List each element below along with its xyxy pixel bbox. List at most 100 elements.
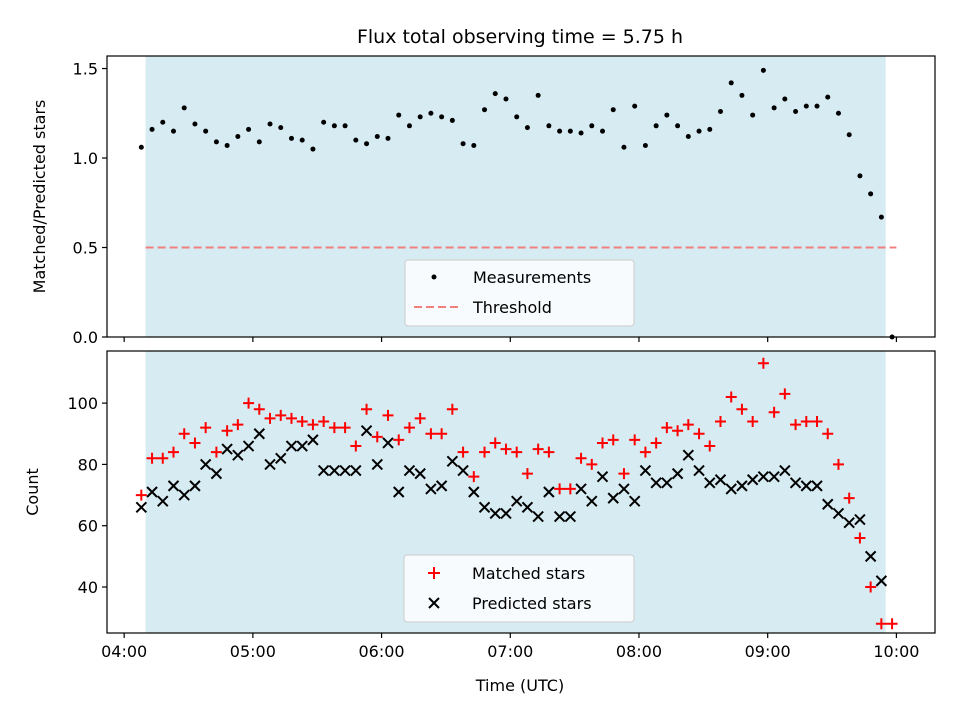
measurement-point — [696, 128, 702, 134]
predicted-star-point — [285, 440, 298, 452]
x-tick-label: 08:00 — [616, 642, 662, 661]
top-axes-frame — [106, 55, 936, 338]
matched-star-point — [747, 416, 759, 427]
measurement-point — [664, 112, 670, 118]
predicted-star-point — [693, 464, 705, 477]
top-y-axis-label: Matched/Predicted stars — [30, 100, 49, 294]
measurement-point — [385, 135, 391, 141]
predicted-star-point — [167, 480, 180, 492]
measurement-point — [642, 142, 648, 148]
measurement-point — [138, 144, 144, 150]
predicted-star-point — [575, 483, 587, 495]
matched-star-point — [403, 422, 415, 434]
matched-star-point — [682, 419, 694, 431]
predicted-star-point — [779, 464, 791, 477]
measurement-point — [374, 134, 380, 140]
predicted-star-point — [521, 501, 534, 514]
matched-star-point — [167, 446, 179, 458]
predicted-star-point — [746, 474, 759, 486]
predicted-star-point — [553, 510, 566, 523]
predicted-star-point — [628, 495, 641, 507]
measurement-point — [406, 123, 412, 129]
matched-star-point — [554, 483, 566, 495]
matched-star-point — [543, 446, 555, 458]
matched-star-point — [672, 425, 684, 437]
matched-star-point — [328, 422, 340, 434]
measurement-point — [439, 114, 445, 120]
measurement-point — [267, 121, 273, 127]
predicted-star-point — [543, 486, 555, 498]
matched-star-point — [275, 409, 287, 421]
matched-star-point — [221, 425, 233, 437]
x-tick-label: 04:00 — [101, 642, 147, 661]
measurement-point — [160, 119, 166, 125]
measurement-point — [803, 103, 809, 109]
measurement-point — [213, 139, 219, 145]
predicted-star-point — [864, 550, 877, 563]
predicted-star-point — [704, 477, 716, 489]
predicted-star-point — [532, 510, 544, 523]
bottom-legend: Matched stars Predicted stars — [403, 554, 635, 623]
bottom-x-ticks: 04:00 05:00 06:00 07:00 08:00 09:00 10:00 — [101, 633, 919, 661]
measurement-point — [707, 126, 713, 132]
matched-star-point — [425, 428, 437, 440]
y-tick-label: 60 — [78, 517, 98, 536]
matched-star-point — [843, 492, 855, 504]
measurement-point — [793, 108, 799, 114]
matched-star-point — [500, 443, 512, 455]
bottom-y-ticks: 40 60 80 100 — [67, 394, 107, 597]
predicted-star-point — [435, 480, 448, 492]
matched-legend-label: Matched stars — [472, 564, 585, 583]
matched-star-point — [307, 419, 319, 431]
predicted-star-point — [157, 495, 169, 507]
measurement-point — [460, 141, 466, 147]
x-tick-label: 07:00 — [487, 642, 533, 661]
count-points — [135, 357, 898, 630]
matched-star-point — [414, 412, 426, 424]
matched-star-point — [511, 446, 523, 458]
matched-star-point — [832, 458, 844, 470]
matched-star-point — [339, 422, 351, 434]
matched-star-point — [361, 403, 373, 415]
predicted-star-point — [210, 467, 223, 480]
matched-star-point — [597, 437, 609, 449]
measurement-point — [578, 130, 584, 136]
predicted-star-point — [178, 489, 190, 501]
predicted-star-point — [854, 513, 866, 526]
matched-star-point — [822, 428, 834, 440]
y-tick-label: 0.0 — [73, 328, 98, 347]
matched-star-point — [811, 416, 823, 427]
predicted-star-point — [639, 464, 652, 477]
matched-star-point — [618, 468, 630, 480]
threshold-legend-label: Threshold — [472, 298, 552, 317]
predicted-star-point — [736, 480, 748, 492]
measurement-point — [396, 112, 402, 118]
measurement-point — [170, 128, 176, 134]
matched-star-point — [479, 446, 491, 458]
measurement-point — [203, 128, 209, 134]
measurement-point — [321, 119, 327, 125]
matched-star-point — [790, 419, 802, 431]
matched-star-point — [382, 409, 394, 421]
predicted-legend-marker — [428, 597, 440, 609]
measurement-point — [364, 141, 370, 147]
bottom-legend-box — [403, 554, 635, 623]
measurements-legend-marker — [431, 274, 437, 280]
matched-star-point — [586, 458, 598, 470]
predicted-star-point — [339, 464, 351, 477]
measurement-points — [138, 67, 895, 340]
predicted-star-point — [253, 428, 266, 440]
measurement-point — [739, 92, 745, 98]
matched-star-point — [865, 581, 877, 593]
measurement-point — [310, 146, 316, 152]
predicted-star-point — [328, 464, 341, 477]
measurement-point — [449, 117, 455, 123]
predicted-star-point — [661, 477, 673, 489]
predicted-star-point — [650, 477, 662, 489]
measurement-point — [428, 110, 434, 116]
matched-star-point — [757, 357, 769, 369]
matched-star-point — [135, 489, 147, 501]
measurement-point — [868, 191, 874, 197]
matched-star-point — [693, 428, 705, 440]
